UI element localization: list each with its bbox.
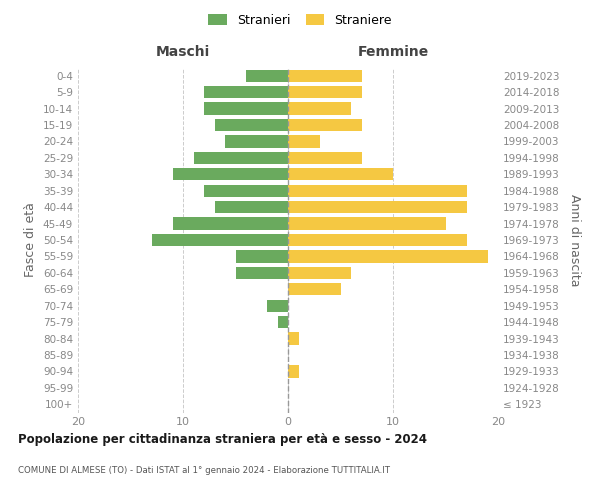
Bar [288, 102, 351, 115]
Bar [288, 201, 467, 213]
Bar [204, 102, 288, 115]
Text: COMUNE DI ALMESE (TO) - Dati ISTAT al 1° gennaio 2024 - Elaborazione TUTTITALIA.: COMUNE DI ALMESE (TO) - Dati ISTAT al 1°… [18, 466, 390, 475]
Bar [288, 332, 299, 344]
Y-axis label: Anni di nascita: Anni di nascita [568, 194, 581, 286]
Bar [288, 86, 361, 99]
Bar [288, 119, 361, 131]
Bar [288, 70, 361, 82]
Bar [246, 70, 288, 82]
Bar [235, 250, 288, 262]
Bar [288, 168, 393, 180]
Bar [204, 86, 288, 99]
Bar [288, 250, 487, 262]
Bar [173, 168, 288, 180]
Bar [151, 234, 288, 246]
Bar [193, 152, 288, 164]
Bar [288, 283, 341, 296]
Bar [288, 152, 361, 164]
Bar [288, 234, 467, 246]
Bar [173, 218, 288, 230]
Bar [215, 201, 288, 213]
Y-axis label: Fasce di età: Fasce di età [25, 202, 37, 278]
Bar [288, 218, 445, 230]
Bar [204, 184, 288, 197]
Bar [225, 136, 288, 147]
Text: Maschi: Maschi [156, 45, 210, 59]
Bar [288, 266, 351, 279]
Bar [288, 366, 299, 378]
Text: Popolazione per cittadinanza straniera per età e sesso - 2024: Popolazione per cittadinanza straniera p… [18, 432, 427, 446]
Bar [288, 136, 320, 147]
Bar [288, 184, 467, 197]
Bar [267, 300, 288, 312]
Bar [215, 119, 288, 131]
Bar [277, 316, 288, 328]
Text: Femmine: Femmine [358, 45, 428, 59]
Bar [235, 266, 288, 279]
Legend: Stranieri, Straniere: Stranieri, Straniere [203, 8, 397, 32]
